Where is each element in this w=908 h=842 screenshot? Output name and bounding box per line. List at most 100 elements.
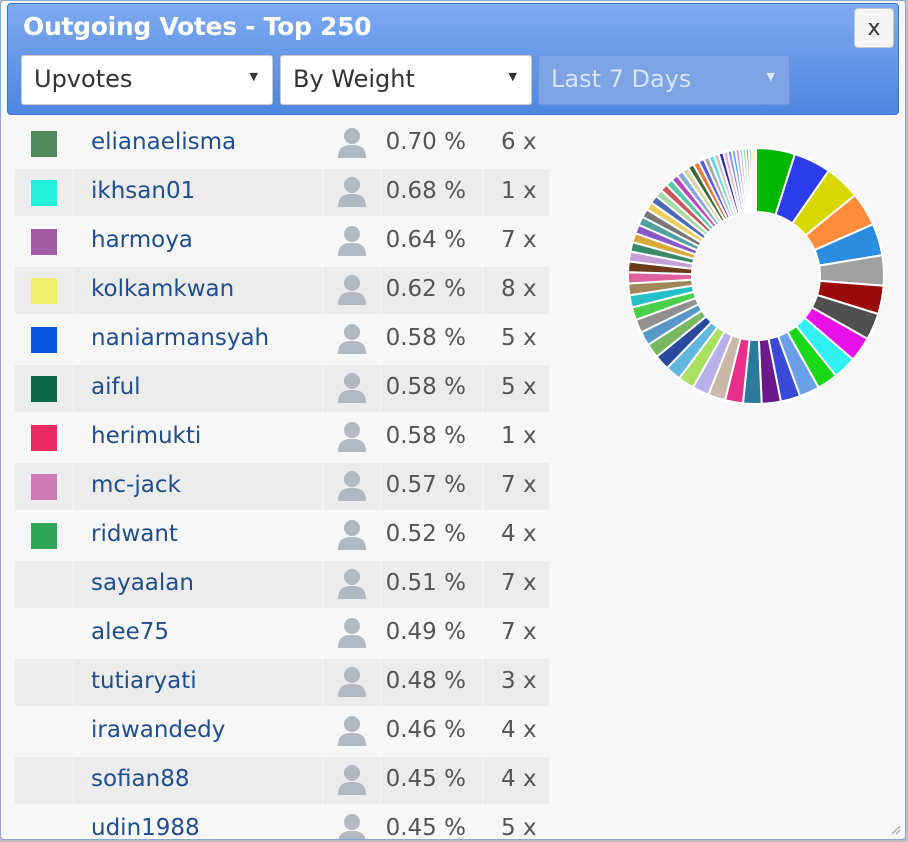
- voter-name-link[interactable]: mc-jack: [91, 472, 181, 498]
- icon-cell: [323, 659, 380, 706]
- voter-row[interactable]: sofian88 0.45 % 4 x: [15, 757, 549, 804]
- voter-row[interactable]: aiful 0.58 % 5 x: [15, 365, 549, 412]
- swatch-cell: [15, 267, 73, 314]
- user-icon[interactable]: [337, 519, 367, 551]
- name-cell: aiful: [74, 365, 322, 412]
- user-icon[interactable]: [337, 470, 367, 502]
- voter-name-link[interactable]: alee75: [91, 619, 170, 645]
- close-button[interactable]: x: [854, 8, 894, 48]
- voter-row[interactable]: ikhsan01 0.68 % 1 x: [15, 169, 549, 216]
- name-cell: elianaelisma: [74, 120, 322, 167]
- color-swatch: [31, 327, 57, 353]
- icon-cell: [323, 757, 380, 804]
- voter-row[interactable]: sayaalan 0.51 % 7 x: [15, 561, 549, 608]
- count-cell: 5 x: [483, 365, 549, 412]
- sort-select[interactable]: By Weight ▼: [280, 55, 532, 105]
- chevron-down-icon: ▼: [766, 70, 775, 83]
- voter-row[interactable]: naniarmansyah 0.58 % 5 x: [15, 316, 549, 363]
- donut-slice[interactable]: [752, 146, 757, 214]
- vote-type-select[interactable]: Upvotes ▼: [21, 55, 273, 105]
- count-cell: 4 x: [483, 512, 549, 559]
- voter-row[interactable]: mc-jack 0.57 % 7 x: [15, 463, 549, 510]
- user-icon[interactable]: [337, 372, 367, 404]
- count-cell: 7 x: [483, 561, 549, 608]
- voter-name-link[interactable]: kolkamkwan: [91, 276, 235, 302]
- voter-name-link[interactable]: udin1988: [91, 815, 200, 840]
- voter-name-link[interactable]: ridwant: [91, 521, 178, 547]
- weight-cell: 0.58 %: [381, 414, 482, 461]
- voter-name-link[interactable]: elianaelisma: [91, 129, 237, 155]
- vote-count: 7 x: [501, 619, 537, 645]
- voter-name-link[interactable]: tutiaryati: [91, 668, 197, 694]
- weight-cell: 0.62 %: [381, 267, 482, 314]
- voter-name-link[interactable]: sofian88: [91, 766, 190, 792]
- weight-cell: 0.64 %: [381, 218, 482, 265]
- voter-row[interactable]: herimukti 0.58 % 1 x: [15, 414, 549, 461]
- voter-row[interactable]: irawandedy 0.46 % 4 x: [15, 708, 549, 755]
- weight-cell: 0.48 %: [381, 659, 482, 706]
- vote-weight: 0.64 %: [385, 227, 466, 253]
- vote-count: 4 x: [501, 766, 537, 792]
- vote-weight: 0.51 %: [385, 570, 466, 596]
- voter-name-link[interactable]: herimukti: [91, 423, 202, 449]
- voter-name-link[interactable]: naniarmansyah: [91, 325, 270, 351]
- vote-count: 4 x: [501, 717, 537, 743]
- weight-cell: 0.49 %: [381, 610, 482, 657]
- swatch-cell: [15, 365, 73, 412]
- weight-cell: 0.57 %: [381, 463, 482, 510]
- voter-list[interactable]: elianaelisma 0.70 % 6 x ikhsan01 0.68 %: [15, 120, 549, 840]
- color-swatch: [31, 229, 57, 255]
- user-icon[interactable]: [337, 323, 367, 355]
- count-cell: 6 x: [483, 120, 549, 167]
- name-cell: udin1988: [74, 806, 322, 840]
- user-icon[interactable]: [337, 666, 367, 698]
- user-icon[interactable]: [337, 813, 367, 840]
- vote-count: 3 x: [501, 668, 537, 694]
- voter-row[interactable]: ridwant 0.52 % 4 x: [15, 512, 549, 559]
- user-icon[interactable]: [337, 568, 367, 600]
- count-cell: 3 x: [483, 659, 549, 706]
- voter-name-link[interactable]: ikhsan01: [91, 178, 196, 204]
- count-cell: 5 x: [483, 806, 549, 839]
- vote-count: 1 x: [501, 178, 537, 204]
- name-cell: ikhsan01: [74, 169, 322, 216]
- vote-weight: 0.52 %: [385, 521, 466, 547]
- icon-cell: [323, 708, 380, 755]
- name-cell: sayaalan: [74, 561, 322, 608]
- user-icon[interactable]: [337, 764, 367, 796]
- user-icon[interactable]: [337, 225, 367, 257]
- vote-count: 5 x: [501, 325, 537, 351]
- period-select: Last 7 Days ▼: [538, 55, 790, 105]
- voter-name-link[interactable]: sayaalan: [91, 570, 194, 596]
- weight-cell: 0.45 %: [381, 806, 482, 839]
- voter-row[interactable]: alee75 0.49 % 7 x: [15, 610, 549, 657]
- voter-row[interactable]: udin1988 0.45 % 5 x: [15, 806, 549, 840]
- swatch-cell: [15, 218, 73, 265]
- voter-row[interactable]: elianaelisma 0.70 % 6 x: [15, 120, 549, 167]
- voter-name-link[interactable]: harmoya: [91, 227, 193, 253]
- swatch-cell: [15, 512, 73, 559]
- user-icon[interactable]: [337, 127, 367, 159]
- vote-type-value: Upvotes: [34, 65, 133, 93]
- weight-cell: 0.46 %: [381, 708, 482, 755]
- user-icon[interactable]: [337, 421, 367, 453]
- voter-row[interactable]: harmoya 0.64 % 7 x: [15, 218, 549, 265]
- user-icon[interactable]: [337, 715, 367, 747]
- vote-weight: 0.49 %: [385, 619, 466, 645]
- user-icon[interactable]: [337, 617, 367, 649]
- resize-handle-icon[interactable]: [889, 823, 901, 835]
- swatch-cell: [15, 708, 73, 755]
- dialog-title: Outgoing Votes - Top 250: [23, 12, 372, 41]
- vote-weight: 0.58 %: [385, 325, 466, 351]
- vote-count: 6 x: [501, 129, 537, 155]
- user-icon[interactable]: [337, 274, 367, 306]
- voter-name-link[interactable]: aiful: [91, 374, 141, 400]
- voter-name-link[interactable]: irawandedy: [91, 717, 226, 743]
- user-icon[interactable]: [337, 176, 367, 208]
- voter-row[interactable]: tutiaryati 0.48 % 3 x: [15, 659, 549, 706]
- count-cell: 1 x: [483, 169, 549, 216]
- vote-weight: 0.70 %: [385, 129, 466, 155]
- vote-weight: 0.58 %: [385, 423, 466, 449]
- name-cell: alee75: [74, 610, 322, 657]
- voter-row[interactable]: kolkamkwan 0.62 % 8 x: [15, 267, 549, 314]
